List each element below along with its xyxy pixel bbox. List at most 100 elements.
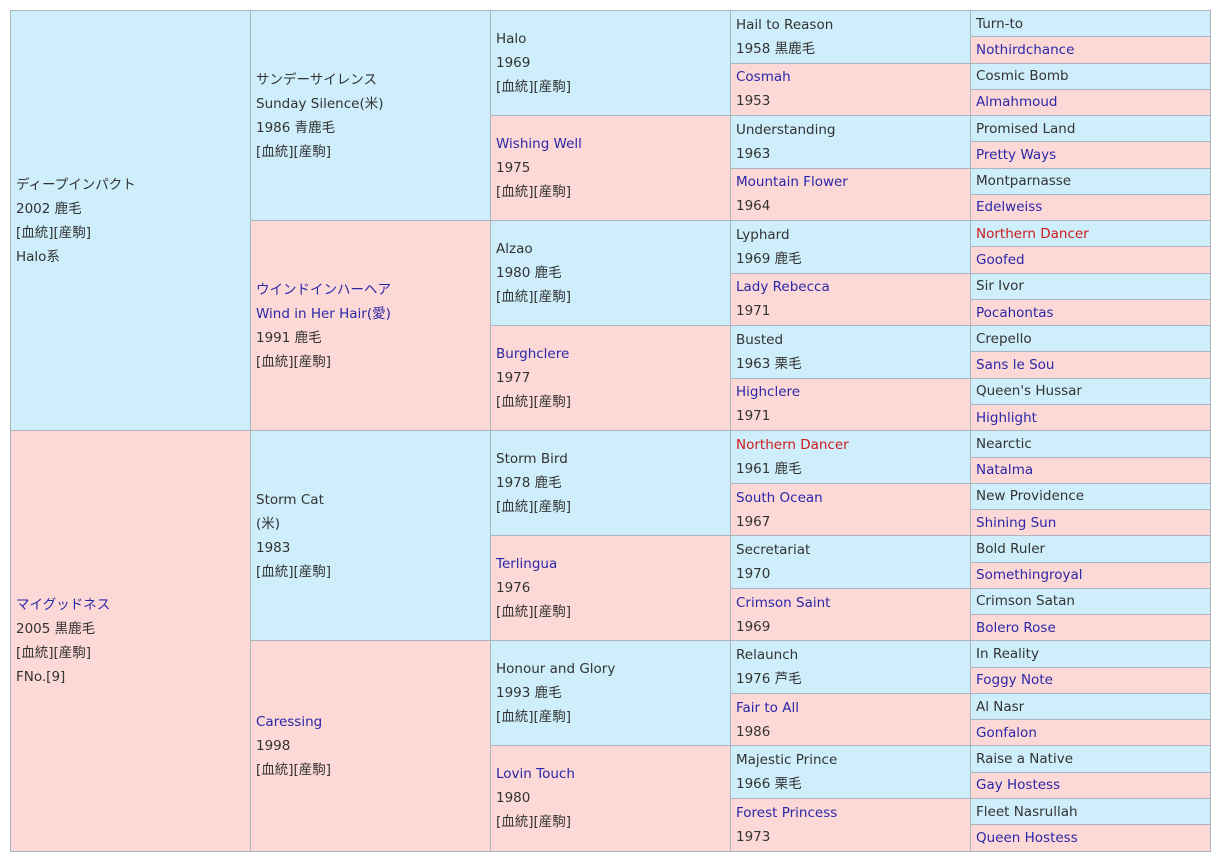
gen5-cell: Gonfalon [970,719,1211,747]
pedigree-links[interactable]: [血統][産駒] [256,143,332,160]
gen5-cell: Sans le Sou [970,351,1211,379]
pedigree-links[interactable]: [血統][産駒] [16,224,92,241]
pedigree-row: Crimson Saint 1969 Crimson Satan [11,587,1211,642]
horse-name[interactable]: Crimson Satan [976,593,1075,610]
pedigree-links[interactable]: [血統][産駒] [496,79,572,96]
horse-name[interactable]: Nothirdchance [976,41,1075,58]
horse-name[interactable]: Storm Bird [496,451,568,468]
horse-name[interactable]: Alzao [496,241,533,258]
horse-name[interactable]: Fleet Nasrullah [976,803,1078,820]
horse-name[interactable]: Almahmoud [976,94,1058,111]
horse-name[interactable]: Turn-to [976,15,1024,32]
gen4-cell: Understanding 1963 [730,115,971,169]
pedigree-links[interactable]: [血統][産駒] [496,709,572,726]
horse-name[interactable]: Queen's Hussar [976,383,1082,400]
horse-name[interactable]: Foggy Note [976,672,1053,689]
horse-name[interactable]: Forest Princess [736,804,838,821]
horse-name[interactable]: Sir Ivor [976,278,1024,295]
horse-name[interactable]: Lady Rebecca [736,279,830,296]
horse-name[interactable]: Honour and Glory [496,661,616,678]
pedigree-row: ウインドインハーヘア Wind in Her Hair(愛) 1991 鹿毛 [血統]… [11,220,1211,432]
horse-name[interactable]: Hail to Reason [736,16,834,33]
horse-name[interactable]: Burghclere [496,346,570,363]
horse-name[interactable]: Somethingroyal [976,567,1083,584]
pedigree-links[interactable]: [血統][産駒] [496,814,572,831]
pedigree-row: Natalma [11,456,1211,484]
horse-name[interactable]: Storm Cat [256,491,324,508]
horse-name[interactable]: Sunday Silence(米) [256,95,384,112]
horse-name[interactable]: Pretty Ways [976,146,1057,163]
horse-name[interactable]: Wishing Well [496,136,582,153]
horse-name[interactable]: Gay Hostess [976,777,1061,794]
horse-name[interactable]: Montparnasse [976,173,1072,190]
horse-info: 1967 [736,513,771,530]
horse-name[interactable]: Gonfalon [976,724,1037,741]
horse-name[interactable]: Terlingua [496,556,558,573]
horse-name[interactable]: South Ocean [736,489,823,506]
horse-name[interactable]: Edelweiss [976,199,1043,216]
pedigree-row: Fair to All 1986 Al Nasr [11,692,1211,747]
horse-name[interactable]: Northern Dancer [736,437,849,454]
gen5-cell: Bold Ruler [970,535,1211,563]
horse-info: 1971 [736,303,771,320]
gen5-cell: Sir Ivor [970,272,1211,300]
gen4-cell: Majestic Prince 1966 栗毛 [730,745,971,799]
horse-name[interactable]: Majestic Prince [736,752,838,769]
horse-info: 1980 鹿毛 [496,265,562,282]
horse-name[interactable]: Caressing [256,713,323,730]
horse-name[interactable]: Shining Sun [976,514,1057,531]
gen5-cell: Edelweiss [970,193,1211,222]
pedigree-links[interactable]: [血統][産駒] [496,184,572,201]
pedigree-links[interactable]: [血統][産駒] [496,499,572,516]
horse-name[interactable]: Highclere [736,384,801,401]
pedigree-links[interactable]: [血統][産駒] [256,563,332,580]
horse-info: 1966 栗毛 [736,776,802,793]
horse-name[interactable]: Pocahontas [976,304,1054,321]
horse-name[interactable]: In Reality [976,646,1039,662]
horse-name[interactable]: Secretariat [736,542,811,559]
horse-name[interactable]: Fair to All [736,699,799,716]
horse-name[interactable]: Mountain Flower [736,174,848,191]
horse-name[interactable]: Al Nasr [976,698,1025,715]
pedigree-links[interactable]: [血統][産駒] [496,604,572,621]
gen5-cell: Queen's Hussar [970,377,1211,405]
pedigree-links[interactable]: [血統][産駒] [16,644,92,661]
dam-cell: マイグッドネス 2005 黒鹿毛 [血統][産駒] FNo.[9] [10,430,251,852]
horse-name[interactable]: Bolero Rose [976,619,1056,636]
horse-name[interactable]: Queen Hostess [976,829,1078,846]
dam-name[interactable]: マイグッドネス [16,596,111,613]
horse-name[interactable]: Understanding [736,121,836,138]
horse-name[interactable]: Nearctic [976,435,1032,452]
horse-name[interactable]: Cosmah [736,69,791,86]
gen3-cell: Alzao 1980 鹿毛 [血統][産駒] [490,220,731,327]
horse-info: 1963 栗毛 [736,355,802,372]
gen5-cell: Goofed [970,246,1211,274]
gen3-cell: Burghclere 1977 [血統][産駒] [490,325,731,432]
horse-name[interactable]: Raise a Native [976,751,1074,768]
horse-name[interactable]: Natalma [976,462,1034,479]
horse-name[interactable]: Busted [736,331,784,348]
horse-name[interactable]: Wind in Her Hair(愛) [256,305,391,322]
sire-name[interactable]: ディープインパクト [16,176,136,193]
pedigree-links[interactable]: [血統][産駒] [256,353,332,370]
horse-name[interactable]: Cosmic Bomb [976,68,1069,85]
horse-name[interactable]: Relaunch [736,647,799,664]
gen5-cell: Fleet Nasrullah [970,797,1211,826]
horse-name[interactable]: サンデーサイレンス [256,71,377,88]
pedigree-links[interactable]: [血統][産駒] [496,394,572,411]
horse-name[interactable]: Lyphard [736,226,790,243]
horse-name[interactable]: Lovin Touch [496,766,575,783]
horse-name[interactable]: Bold Ruler [976,540,1046,557]
horse-name[interactable]: Sans le Sou [976,357,1055,374]
horse-name[interactable]: New Providence [976,488,1085,505]
horse-name[interactable]: Highlight [976,409,1037,426]
pedigree-links[interactable]: [血統][産駒] [256,761,332,778]
pedigree-links[interactable]: [血統][産駒] [496,289,572,306]
horse-name[interactable]: Northern Dancer [976,225,1089,242]
horse-name[interactable]: Goofed [976,252,1025,269]
horse-name[interactable]: Crimson Saint [736,594,831,611]
horse-name[interactable]: ウインドインハーヘア [256,281,391,298]
horse-name[interactable]: Crepello [976,330,1032,347]
horse-name[interactable]: Halo [496,31,527,48]
horse-name[interactable]: Promised Land [976,120,1076,137]
